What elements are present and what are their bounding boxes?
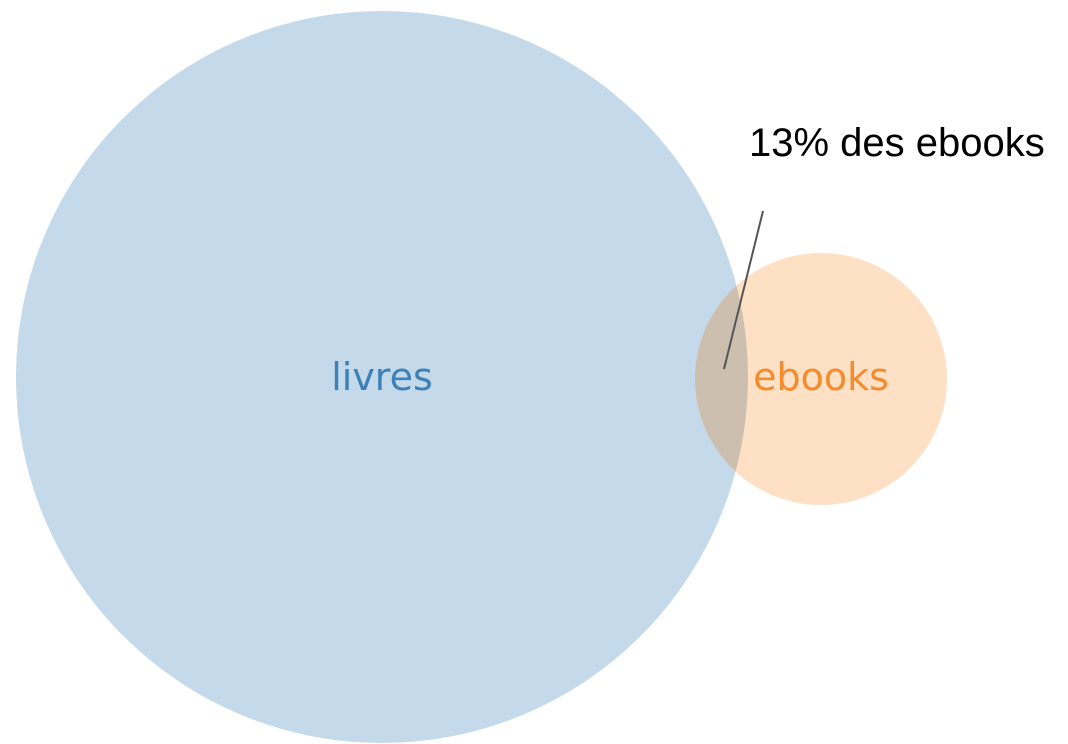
livres-label: livres <box>331 355 433 399</box>
ebooks-circle <box>695 253 947 505</box>
livres-circle <box>16 11 748 743</box>
annotation-leader-line <box>723 210 764 370</box>
overlap-annotation: 13% des ebooks <box>749 121 1045 165</box>
ebooks-label: ebooks <box>753 355 889 399</box>
